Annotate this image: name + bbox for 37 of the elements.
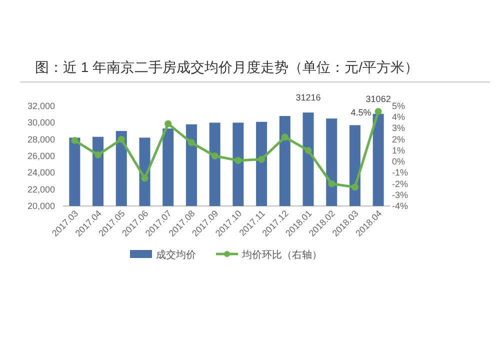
point bbox=[211, 152, 218, 160]
point bbox=[328, 180, 336, 188]
y2-tick-label: -1% bbox=[392, 168, 408, 178]
y-tick-label: 20,000 bbox=[27, 201, 55, 211]
y2-tick-label: -3% bbox=[392, 190, 408, 200]
y-tick-label: 28,000 bbox=[27, 134, 55, 144]
point bbox=[188, 139, 195, 146]
y-tick-label: 32,000 bbox=[27, 101, 55, 111]
y2-tick-label: 1% bbox=[392, 145, 406, 156]
point bbox=[164, 120, 172, 128]
y2-tick-label: 4% bbox=[392, 112, 406, 122]
point bbox=[141, 174, 148, 182]
y2-tick-label: 0% bbox=[392, 156, 406, 167]
y2-tick-label: 2% bbox=[392, 134, 406, 144]
chart-title: 图：近 1 年南京二手房成交均价月度走势（单位：元/平方米） bbox=[35, 59, 418, 75]
data-label: 31062 bbox=[366, 94, 391, 104]
point bbox=[234, 156, 242, 164]
y2-tick-label: -4% bbox=[392, 201, 408, 211]
y-tick-label: 24,000 bbox=[27, 168, 55, 178]
point bbox=[258, 156, 266, 163]
point bbox=[94, 151, 102, 158]
y-tick-label: 22,000 bbox=[27, 184, 55, 194]
point bbox=[304, 146, 312, 154]
y-tick-label: 26,000 bbox=[27, 151, 55, 161]
point bbox=[351, 184, 358, 191]
point bbox=[71, 136, 78, 144]
point bbox=[374, 108, 382, 116]
y-tick-label: 30,000 bbox=[27, 118, 55, 128]
point bbox=[281, 134, 288, 141]
y2-tick-label: -2% bbox=[392, 178, 408, 189]
legend-label: 成交均价 bbox=[156, 249, 196, 261]
y2-tick-label: 3% bbox=[392, 123, 406, 134]
legend-label: 均价环比（右轴） bbox=[241, 249, 322, 261]
y2-tick-label: 5% bbox=[392, 101, 406, 111]
point bbox=[118, 136, 125, 143]
data-label: 31216 bbox=[296, 92, 321, 103]
data-label: 4.5% bbox=[350, 108, 372, 118]
